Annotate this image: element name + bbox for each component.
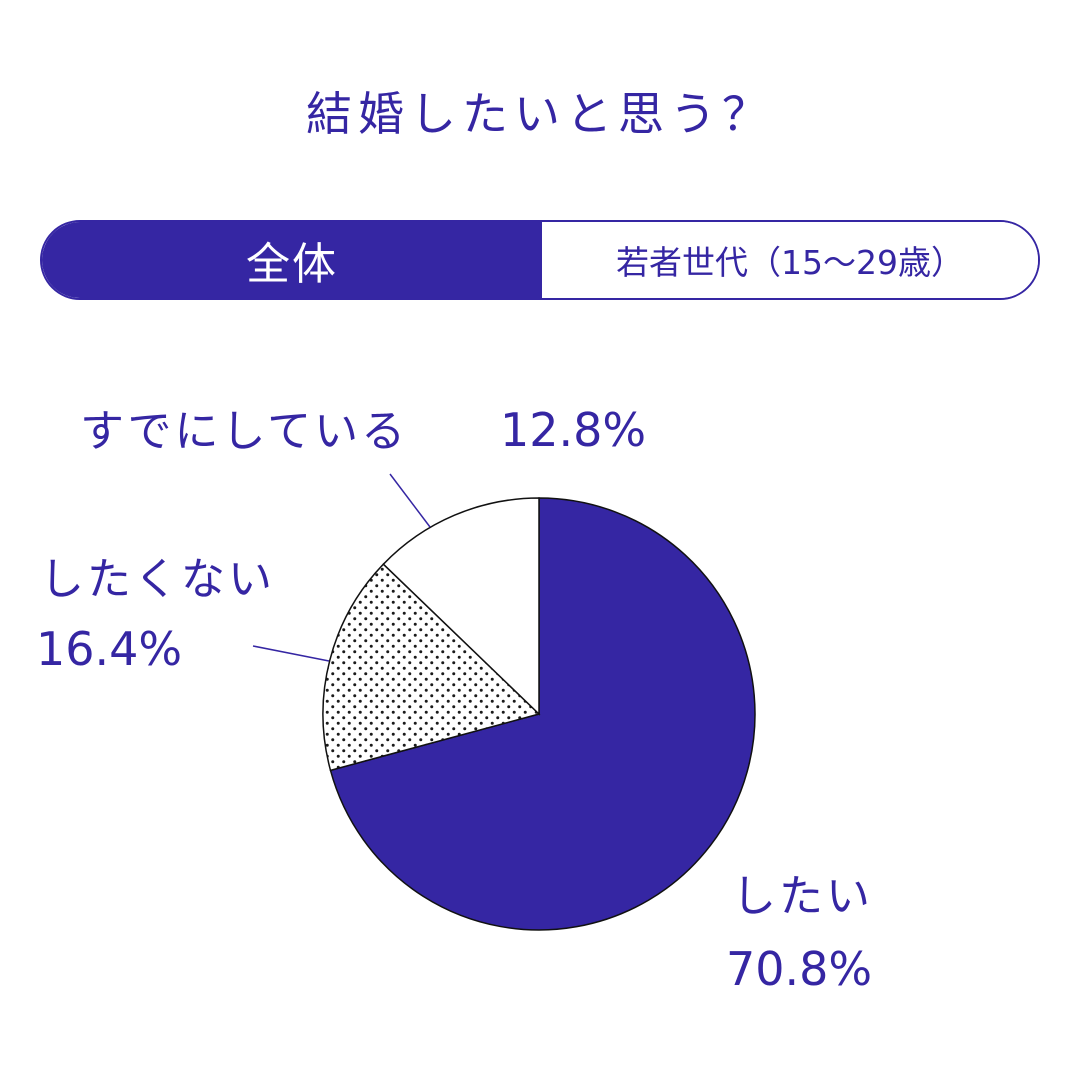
value-already: 12.8% bbox=[500, 403, 646, 457]
segment-tabs: 全体 若者世代（15〜29歳） bbox=[40, 220, 1040, 300]
label-already: すでにしている bbox=[80, 406, 408, 457]
tab-youth[interactable]: 若者世代（15〜29歳） bbox=[542, 222, 1038, 298]
chart-title: 結婚したいと思う？ bbox=[306, 87, 774, 141]
value-dont-want: 16.4% bbox=[36, 622, 182, 676]
label-dont-want: したくない bbox=[40, 554, 275, 605]
slice-want bbox=[329, 497, 756, 931]
leader-line-already bbox=[389, 473, 431, 528]
slice-already bbox=[382, 497, 540, 716]
value-want: 70.8% bbox=[726, 942, 872, 996]
slice-dont-want bbox=[322, 563, 541, 772]
leader-line-dont-want bbox=[252, 645, 330, 662]
tab-overall[interactable]: 全体 bbox=[42, 222, 542, 298]
label-want: したい bbox=[732, 871, 873, 922]
